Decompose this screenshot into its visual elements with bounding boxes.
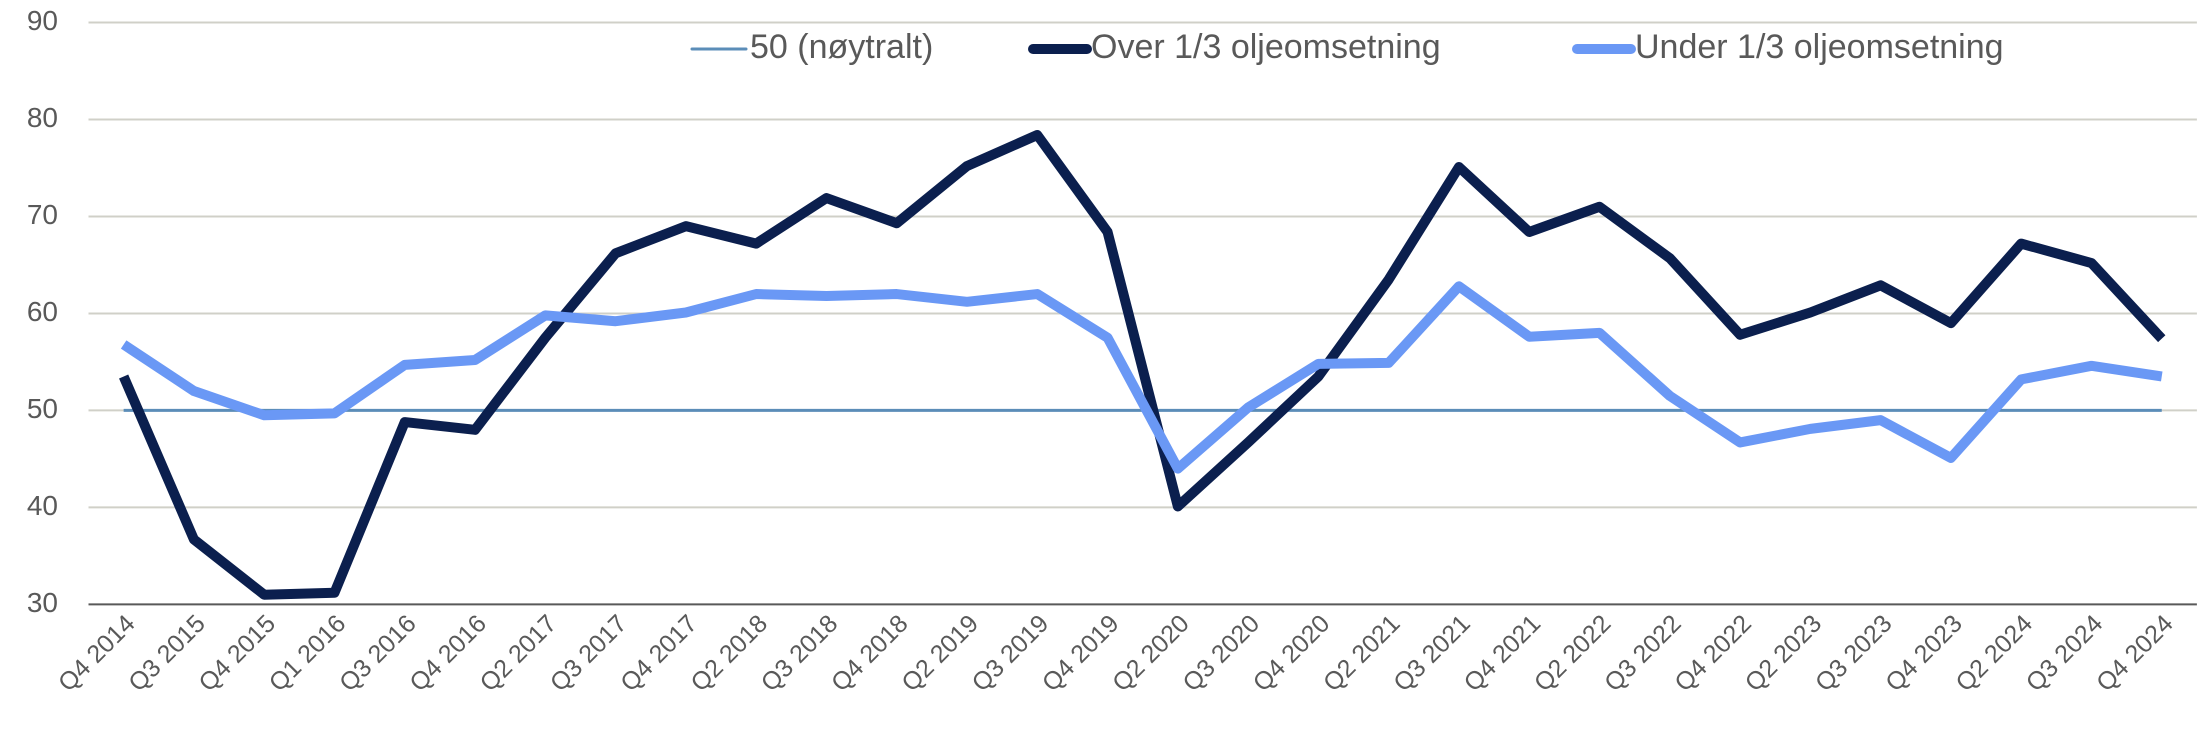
x-tick-label: Q3 2018 — [756, 610, 844, 698]
x-tick-label: Q4 2024 — [2091, 609, 2179, 697]
x-tick-label: Q4 2023 — [1880, 610, 1968, 698]
x-tick-label: Q2 2020 — [1107, 610, 1195, 698]
y-tick-label: 90 — [27, 5, 58, 36]
y-tick-label: 30 — [27, 587, 58, 618]
x-tick-label: Q4 2022 — [1669, 610, 1757, 698]
x-tick-label: Q3 2021 — [1388, 610, 1476, 698]
y-tick-label: 80 — [27, 102, 58, 133]
x-tick-label: Q4 2021 — [1459, 610, 1547, 698]
x-tick-label: Q3 2019 — [967, 610, 1055, 698]
y-tick-label: 70 — [27, 199, 58, 230]
x-tick-label: Q3 2017 — [545, 610, 633, 698]
legend-label: 50 (nøytralt) — [750, 28, 933, 66]
x-tick-label: Q3 2016 — [334, 610, 422, 698]
x-tick-label: Q2 2023 — [1740, 610, 1828, 698]
x-tick-label: Q4 2017 — [615, 610, 703, 698]
x-tick-label: Q4 2014 — [53, 609, 141, 697]
series-line — [120, 281, 2163, 474]
x-tick-label: Q4 2018 — [826, 610, 914, 698]
x-tick-label: Q3 2023 — [1810, 610, 1898, 698]
y-tick-label: 50 — [27, 393, 58, 424]
x-tick-label: Q4 2020 — [1248, 610, 1336, 698]
x-tick-label: Q4 2015 — [193, 610, 281, 698]
x-tick-label: Q2 2019 — [896, 610, 984, 698]
x-tick-label: Q4 2016 — [404, 610, 492, 698]
x-tick-label: Q2 2024 — [1950, 609, 2038, 697]
x-tick-label: Q3 2020 — [1177, 610, 1265, 698]
x-tick-label: Q3 2015 — [123, 610, 211, 698]
y-tick-label: 60 — [27, 296, 58, 327]
legend-label: Under 1/3 oljeomsetning — [1635, 28, 2004, 66]
x-tick-label: Q3 2022 — [1599, 610, 1687, 698]
series-line — [119, 130, 2166, 600]
x-tick-label: Q4 2019 — [1037, 610, 1125, 698]
x-tick-label: Q3 2024 — [2021, 609, 2109, 697]
y-tick-label: 40 — [27, 490, 58, 521]
legend-label: Over 1/3 oljeomsetning — [1091, 28, 1441, 66]
x-tick-label: Q2 2018 — [685, 610, 773, 698]
x-tick-label: Q2 2017 — [475, 610, 563, 698]
x-tick-label: Q2 2021 — [1318, 610, 1406, 698]
x-tick-label: Q2 2022 — [1529, 610, 1617, 698]
x-tick-label: Q1 2016 — [264, 610, 352, 698]
